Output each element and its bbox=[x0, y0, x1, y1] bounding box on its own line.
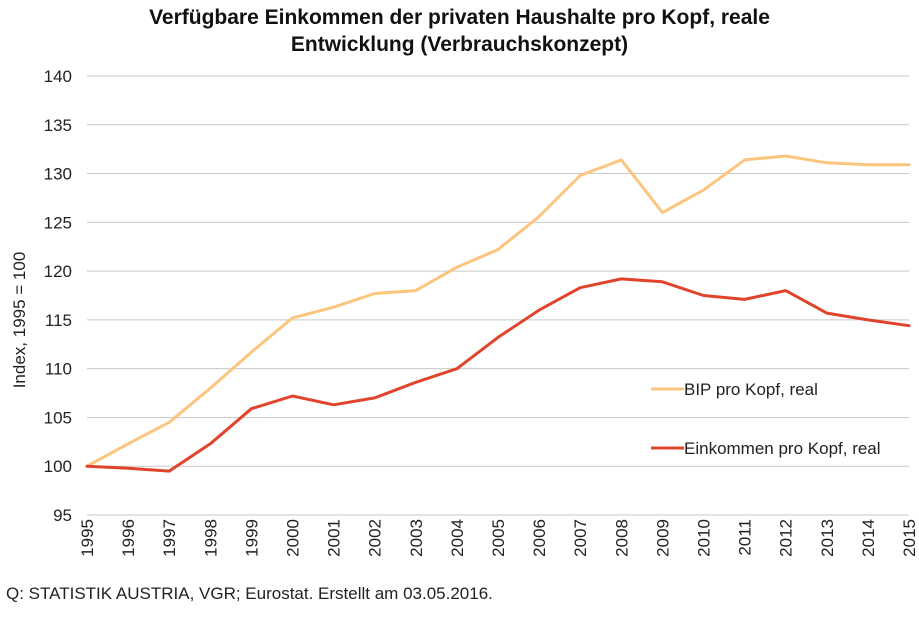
x-tick-labels: 1995 1996 1997 1998 1999 2000 2001 2002 2003 2004… bbox=[78, 519, 919, 557]
legend-label-1: Einkommen pro Kopf, real bbox=[684, 439, 881, 458]
y-tick-label: 115 bbox=[45, 311, 72, 330]
x-tick-label: 2015 bbox=[900, 519, 919, 557]
y-tick-label: 140 bbox=[44, 67, 72, 86]
series-line-0 bbox=[85, 154, 911, 468]
x-tick-label: 1998 bbox=[201, 519, 220, 557]
x-tick-label: 2012 bbox=[777, 519, 796, 557]
chart-title: Verfügbare Einkommen der privaten Hausha… bbox=[0, 4, 919, 58]
y-tick-label: 135 bbox=[44, 116, 72, 135]
x-tick-label: 2003 bbox=[407, 519, 426, 557]
x-tick-label: 2001 bbox=[325, 519, 344, 557]
y-axis-label: Index, 1995 = 100 bbox=[10, 252, 29, 389]
x-tick-label: 2007 bbox=[571, 519, 590, 557]
x-tick-label: 2010 bbox=[695, 519, 714, 557]
y-tick-label: 130 bbox=[44, 165, 72, 184]
grid-layer bbox=[87, 75, 909, 516]
source-note: Q: STATISTIK AUSTRIA, VGR; Eurostat. Ers… bbox=[6, 584, 493, 603]
x-tick-label: 2008 bbox=[612, 519, 631, 557]
y-tick-label: 105 bbox=[44, 408, 72, 427]
x-tick-label: 2011 bbox=[736, 519, 755, 556]
x-tick-label: 1997 bbox=[160, 519, 179, 557]
x-tick-label: 1996 bbox=[119, 519, 138, 557]
y-tick-label: 110 bbox=[45, 360, 72, 379]
y-tick-label: 120 bbox=[44, 262, 72, 281]
x-tick-label: 2009 bbox=[653, 519, 672, 557]
y-tick-label: 95 bbox=[53, 506, 72, 525]
legend: BIP pro Kopf, real Einkommen pro Kopf, re… bbox=[651, 380, 881, 458]
chart-title-line-2: Entwicklung (Verbrauchskonzept) bbox=[290, 33, 629, 56]
x-tick-label: 2005 bbox=[489, 519, 508, 557]
x-tick-label: 2002 bbox=[366, 519, 385, 557]
series-line-1 bbox=[85, 277, 911, 473]
y-tick-labels: 95 100 105 110 115 120 125 130 135 140 bbox=[44, 67, 72, 525]
y-tick-label: 100 bbox=[44, 457, 72, 476]
x-tick-label: 2013 bbox=[818, 519, 837, 557]
x-tick-label: 1999 bbox=[242, 519, 261, 557]
x-tick-label: 1995 bbox=[78, 519, 97, 557]
legend-label-0: BIP pro Kopf, real bbox=[684, 380, 818, 399]
series-lines bbox=[85, 154, 911, 473]
x-tick-label: 2000 bbox=[284, 519, 303, 557]
chart-title-line-1: Verfügbare Einkommen der privaten Hausha… bbox=[149, 6, 770, 29]
x-tick-label: 2004 bbox=[448, 519, 467, 557]
x-tick-label: 2014 bbox=[859, 519, 878, 557]
y-tick-label: 125 bbox=[44, 213, 72, 232]
x-tick-label: 2006 bbox=[530, 519, 549, 557]
